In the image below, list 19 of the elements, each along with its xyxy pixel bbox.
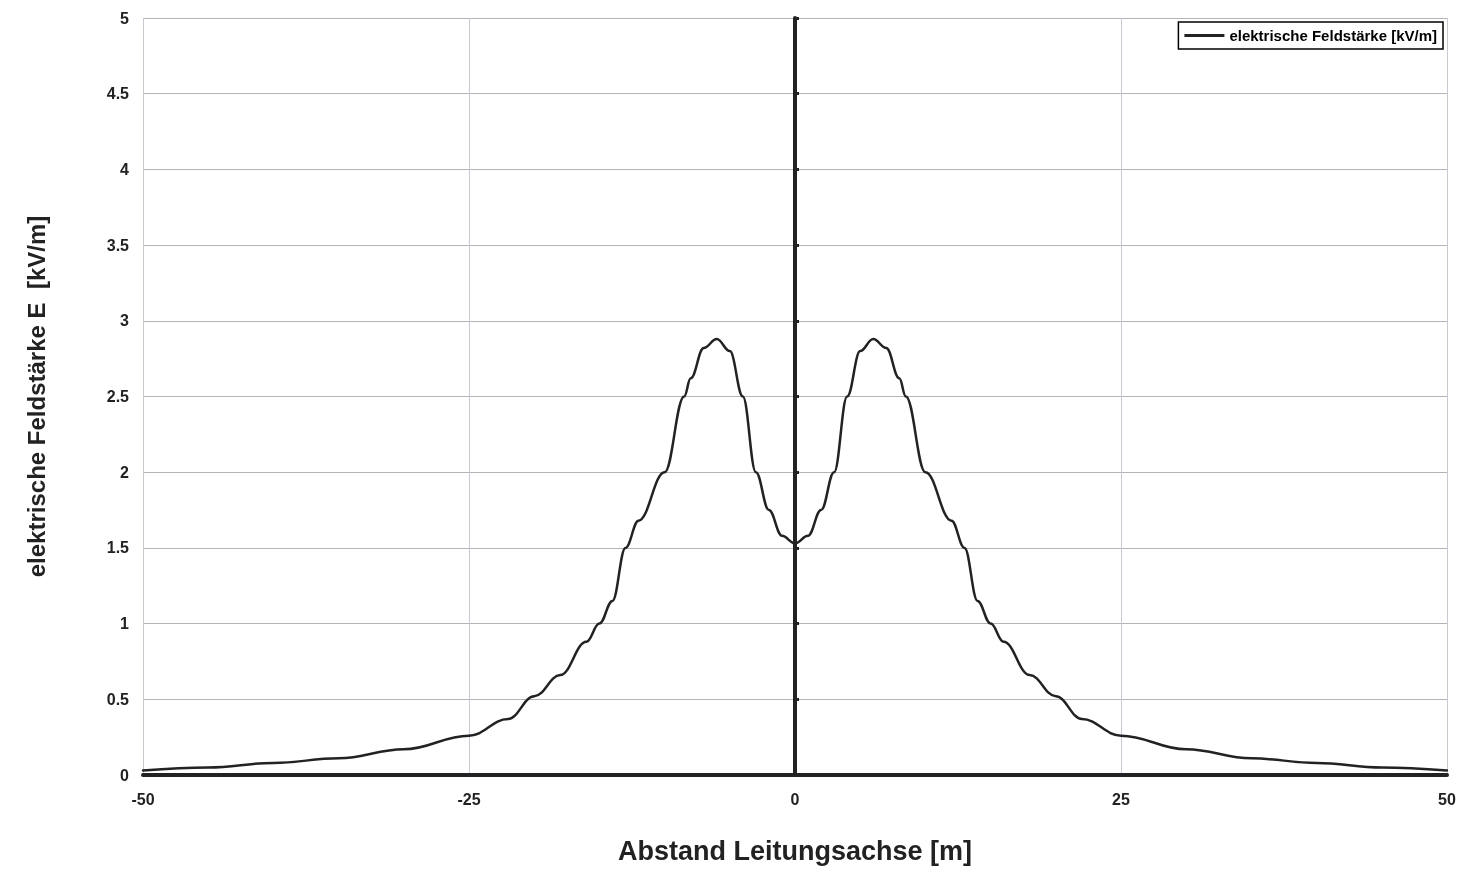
legend-label: elektrische Feldstärke [kV/m] (1229, 27, 1438, 44)
x-tick-label: -50 (131, 790, 155, 808)
x-tick-label: -25 (457, 790, 481, 808)
x-tick-label: 50 (1438, 790, 1456, 808)
y-tick-label: 3.5 (106, 236, 130, 254)
y-axis-title: elektrische Feldstärke E [kV/m] (22, 215, 50, 578)
y-tick-label: 5 (120, 9, 130, 27)
y-tick-label: 2 (120, 463, 130, 481)
y-tick-label: 1.5 (106, 539, 130, 557)
x-tick-label: 0 (790, 790, 800, 808)
y-tick-label: 4 (120, 160, 130, 178)
y-tick-label: 3 (120, 312, 130, 330)
y-tick-label: 2.5 (106, 388, 130, 405)
y-tick-label: 4.5 (106, 85, 130, 103)
y-tick-label: 0.5 (106, 690, 130, 708)
x-axis-title: Abstand Leitungsachse [m] (617, 835, 973, 866)
y-tick-label: 1 (120, 615, 130, 633)
y-tick-label: 0 (120, 766, 130, 784)
x-tick-label: 25 (1112, 790, 1130, 808)
